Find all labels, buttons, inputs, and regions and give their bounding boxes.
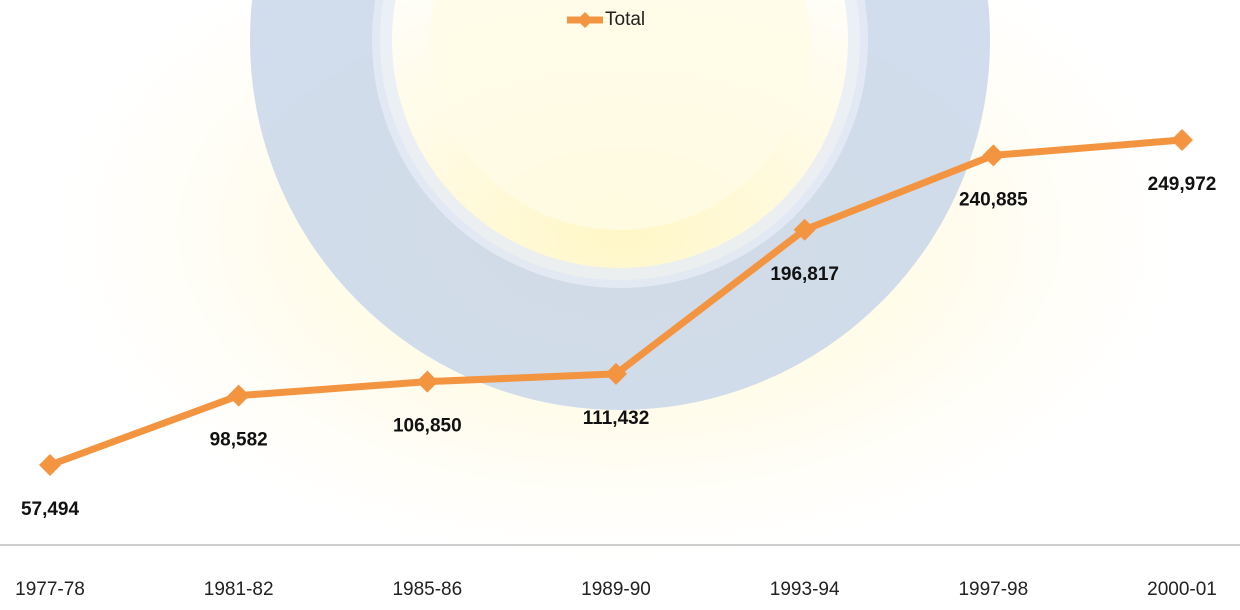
x-tick-label: 1977-78 [15, 579, 85, 600]
data-label: 57,494 [21, 499, 80, 520]
data-point [227, 384, 250, 407]
data-label: 106,850 [393, 416, 462, 437]
data-label: 98,582 [210, 430, 268, 451]
data-point [39, 454, 61, 476]
data-label: 240,885 [959, 189, 1028, 210]
data-label: 196,817 [770, 264, 839, 285]
legend-label: Total [605, 9, 645, 30]
data-point [416, 370, 439, 393]
x-tick-label: 2000-01 [1147, 579, 1217, 600]
legend: Total [567, 9, 645, 30]
x-tick-label: 1997-98 [958, 579, 1028, 600]
x-tick-label: 1985-86 [392, 579, 462, 600]
data-point [605, 362, 627, 385]
data-point [1171, 129, 1193, 151]
x-tick-label: 1981-82 [204, 579, 274, 600]
x-tick-label: 1993-94 [770, 579, 840, 600]
data-point [982, 144, 1005, 167]
data-point [793, 218, 816, 241]
background-decoration [60, 0, 1180, 560]
data-label: 111,432 [583, 408, 650, 429]
legend-marker [577, 12, 593, 28]
x-tick-label: 1989-90 [581, 579, 651, 600]
data-label: 249,972 [1148, 174, 1217, 195]
